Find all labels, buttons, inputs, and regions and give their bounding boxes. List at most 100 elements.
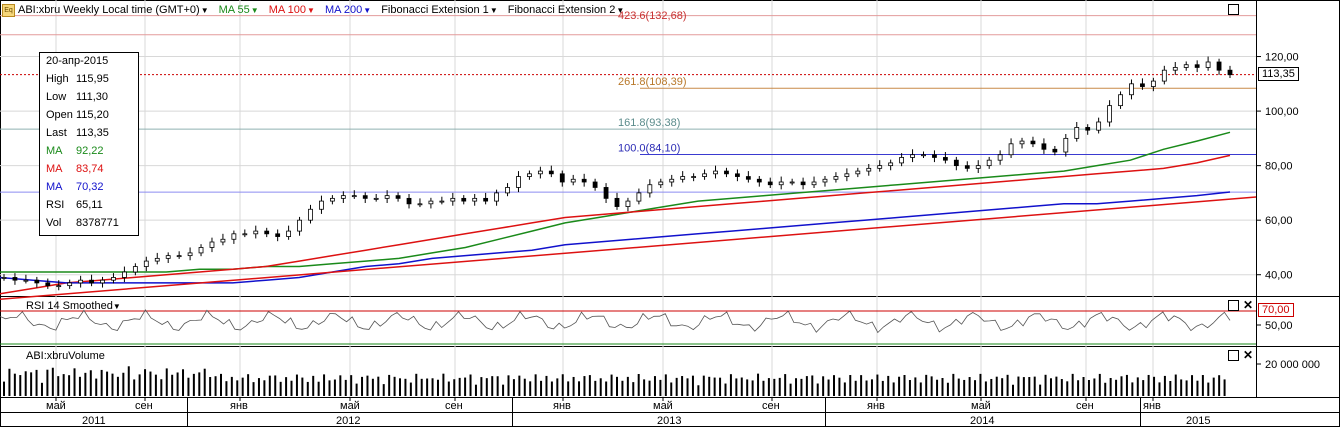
candle-body: [329, 197, 335, 202]
candle-body: [89, 279, 94, 284]
info-row-ma: MA 70,32: [46, 181, 136, 197]
candle: [67, 279, 73, 289]
maximize-icon[interactable]: [1228, 300, 1239, 311]
close-icon[interactable]: ✕: [1243, 348, 1254, 362]
candle-body: [373, 197, 379, 200]
eq-icon[interactable]: Eq: [2, 3, 15, 17]
candle-body: [45, 282, 51, 287]
candle-body: [735, 173, 740, 177]
month-label: май: [340, 400, 360, 412]
volume-pane-controls: ✕: [1228, 348, 1254, 362]
candle-body: [713, 170, 718, 175]
chevron-down-icon: ▼: [250, 6, 259, 15]
candle: [1008, 138, 1014, 158]
candle-body: [942, 157, 948, 161]
ma55-selector[interactable]: MA 55▼: [219, 4, 259, 16]
candle-body: [253, 230, 259, 235]
candle: [603, 183, 609, 203]
candle: [537, 166, 543, 179]
rsi-level-badge: 70,00: [1258, 303, 1294, 317]
month-label: сен: [762, 400, 780, 412]
candle-body: [1227, 69, 1233, 76]
candle: [450, 192, 456, 206]
candle: [231, 230, 237, 244]
candle-body: [1140, 83, 1145, 87]
rsi-tick-label: 50,00: [1265, 320, 1293, 332]
candle: [800, 177, 806, 190]
candle-body: [308, 208, 313, 221]
chevron-down-icon: ▼: [363, 6, 372, 15]
candle: [581, 173, 587, 187]
fib2-selector[interactable]: Fibonacci Extension 2▼: [508, 4, 625, 16]
candle-body: [669, 178, 675, 183]
info-value: 83,74: [76, 163, 104, 175]
info-value: 92,22: [76, 145, 104, 157]
candle-body: [855, 170, 861, 175]
candle: [942, 152, 948, 164]
candle: [658, 178, 664, 188]
candle-body: [132, 266, 138, 273]
candle-body: [516, 176, 521, 188]
candle-body: [1008, 143, 1014, 156]
year-label: 2011: [82, 415, 106, 427]
y-tick-label: 60,00: [1265, 215, 1293, 227]
candle-body: [286, 230, 292, 237]
info-row-ma: MA 83,74: [46, 163, 136, 179]
year-label: 2013: [657, 415, 681, 427]
volume-tick-label: 20 000 000: [1265, 359, 1320, 371]
fib1-selector[interactable]: Fibonacci Extension 1▼: [381, 4, 498, 16]
candle: [680, 171, 686, 183]
candle-body: [975, 165, 981, 169]
close-icon[interactable]: ✕: [1243, 298, 1254, 312]
candle-body: [877, 165, 883, 169]
symbol-selector[interactable]: ABI:xbru Weekly Local time (GMT+0)▼: [18, 4, 209, 16]
candle-body: [603, 187, 609, 199]
info-key: RSI: [46, 199, 65, 211]
candle: [548, 165, 554, 178]
candle-body: [351, 195, 357, 198]
candle-body: [1129, 83, 1134, 96]
candle: [745, 171, 751, 183]
candle-body: [417, 203, 423, 206]
candle: [1019, 137, 1025, 149]
candle: [1118, 91, 1123, 109]
ma200-selector[interactable]: MA 200▼: [325, 4, 371, 16]
fib2-label: Fibonacci Extension 2: [507, 4, 616, 16]
candle-body: [1194, 64, 1200, 68]
candle-body: [1, 277, 7, 279]
candle: [767, 177, 773, 188]
ma100-selector[interactable]: MA 100▼: [269, 4, 315, 16]
candle: [45, 278, 51, 289]
candle: [505, 183, 510, 197]
candle-body: [844, 173, 850, 177]
candle-body: [1063, 137, 1069, 153]
candle-body: [154, 257, 160, 262]
candle: [1030, 136, 1036, 148]
candle-body: [1216, 61, 1222, 71]
maximize-icon[interactable]: [1228, 350, 1239, 361]
candle: [417, 198, 423, 208]
maximize-icon[interactable]: [1228, 4, 1239, 15]
candle: [308, 204, 313, 224]
volume-pane-label[interactable]: ABI:xbruVolume: [26, 350, 105, 362]
candle-body: [921, 154, 926, 157]
candle: [132, 263, 138, 276]
candle-body: [866, 167, 872, 172]
candle: [406, 194, 412, 209]
candle-body: [800, 181, 806, 186]
candle: [669, 174, 675, 187]
candle: [242, 229, 248, 238]
candle-body: [165, 255, 171, 259]
candle: [209, 237, 215, 253]
candle: [461, 195, 467, 205]
candle-body: [461, 197, 467, 202]
candle: [625, 197, 631, 212]
candle-body: [822, 178, 828, 183]
candle-body: [1041, 143, 1047, 150]
month-label: май: [653, 400, 673, 412]
month-label: май: [971, 400, 991, 412]
candle-body: [527, 173, 532, 177]
candle-body: [23, 279, 29, 282]
rsi-pane-label[interactable]: RSI 14 Smoothed▼: [26, 300, 121, 312]
